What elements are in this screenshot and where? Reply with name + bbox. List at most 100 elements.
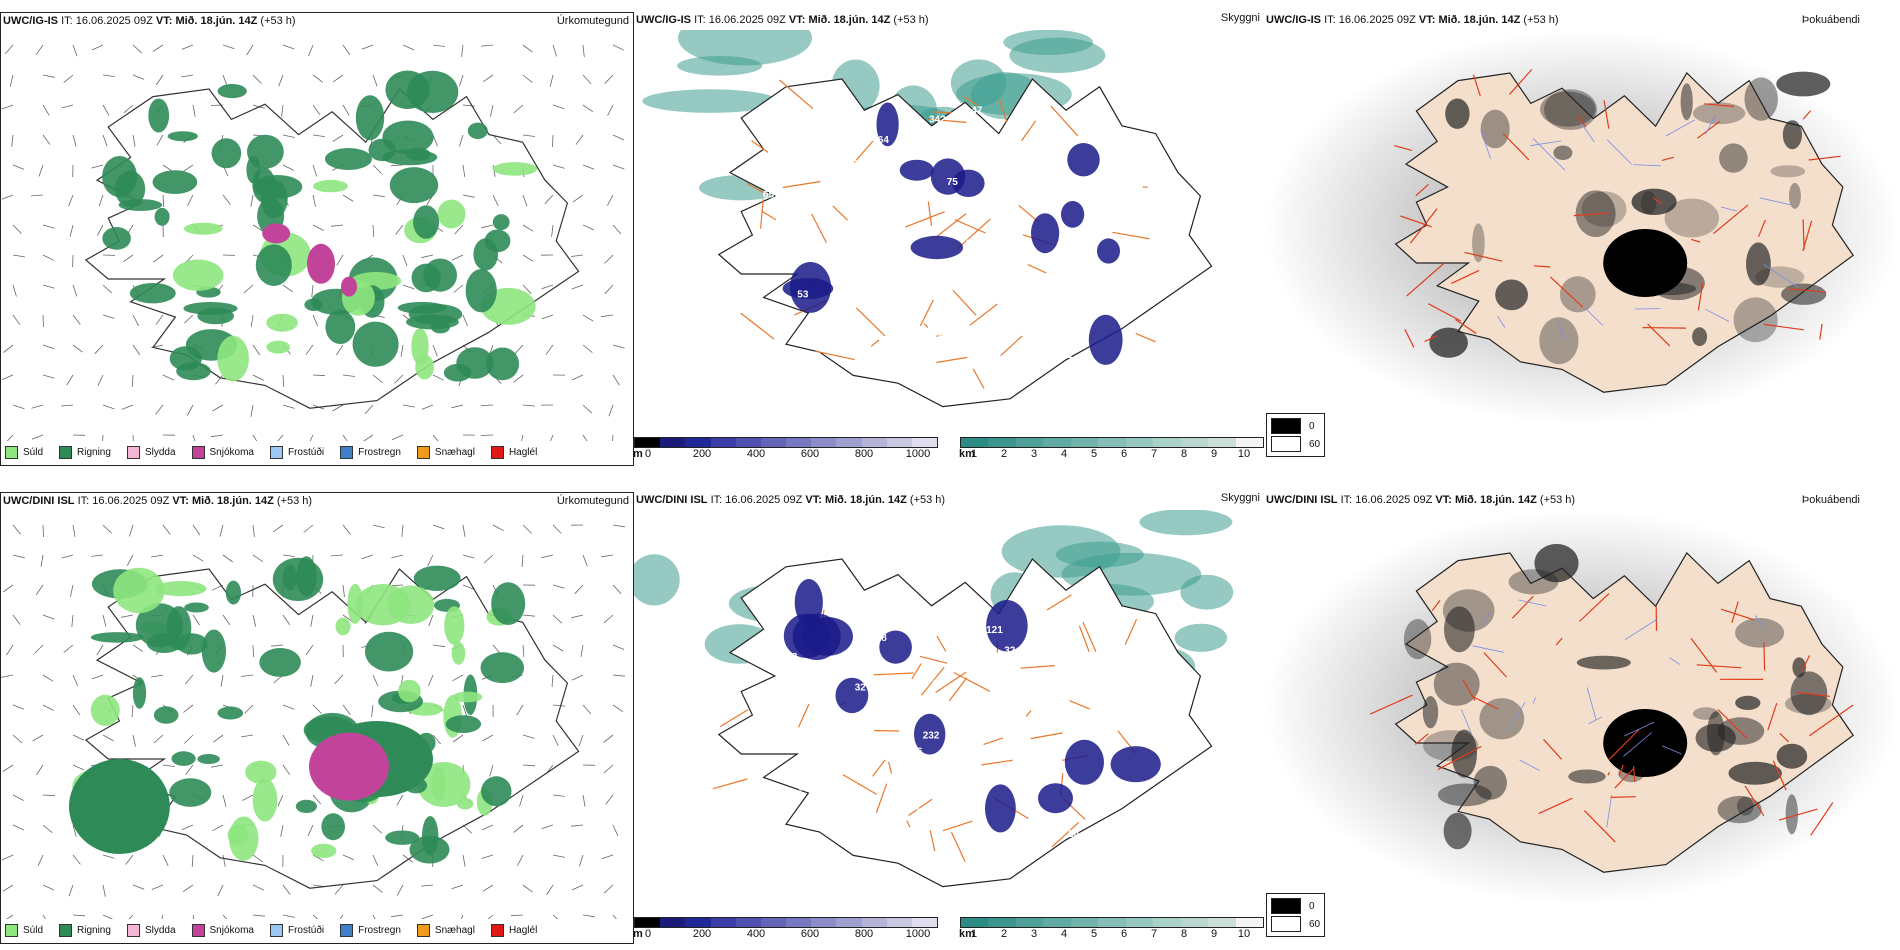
fog-area bbox=[1680, 83, 1693, 121]
precip-panel-bottom: UWC/DINI ISL IT: 16.06.2025 09Z VT: Mið.… bbox=[0, 492, 634, 944]
precip-area bbox=[183, 302, 238, 315]
snow-area bbox=[341, 276, 357, 297]
fog-area bbox=[1735, 618, 1785, 648]
visibility-unit: km bbox=[959, 448, 975, 460]
colorbar-step bbox=[685, 438, 711, 447]
fog-legend-item: 0 bbox=[1271, 417, 1320, 435]
fog-area bbox=[1692, 102, 1746, 125]
coastline bbox=[84, 568, 580, 889]
legend-item: Snjókoma bbox=[191, 924, 254, 937]
precip-area bbox=[266, 340, 291, 354]
colorbar-tick: 200 bbox=[692, 928, 712, 940]
cloud-map-bottom: 90 98 21 32 70 78 54 95 133 68 232 179 84 31 13 45 62 38 3… bbox=[634, 510, 1264, 910]
legend-swatch bbox=[5, 924, 18, 937]
low-cloud-area bbox=[952, 169, 985, 197]
cloud-base-value: 76 bbox=[902, 350, 914, 361]
fog-legend-bottom: 0 60 bbox=[1266, 893, 1326, 937]
colorbar-tick: 0 bbox=[644, 928, 652, 940]
fog-title-bottom: UWC/DINI ISL IT: 16.06.2025 09Z VT: Mið.… bbox=[1266, 494, 1576, 506]
colorbar-tick: 0 bbox=[644, 448, 652, 460]
snow-area bbox=[262, 223, 291, 244]
cloud-base-value: 44 bbox=[889, 365, 901, 376]
legend-swatch bbox=[126, 924, 140, 937]
road-network bbox=[740, 79, 1156, 389]
precip-area bbox=[452, 691, 483, 703]
cloud-panel-bottom: UWC/DINI ISL IT: 16.06.2025 09Z VT: Mið.… bbox=[633, 492, 1264, 943]
cloud-base-value: 32 bbox=[1004, 646, 1016, 657]
fog-area bbox=[1776, 743, 1808, 769]
visibility-colorbar-bottom: km 1 2 3 4 5 6 7 8 9 10 bbox=[959, 917, 1264, 943]
coastline bbox=[1394, 552, 1855, 873]
cloud-base-value: 342 bbox=[929, 115, 946, 126]
cloud-base-value: 70 bbox=[797, 674, 809, 685]
precip-area bbox=[465, 269, 497, 313]
colorbar-step bbox=[1208, 918, 1236, 927]
colorbar-tick: 1000 bbox=[905, 448, 931, 460]
precip-area bbox=[259, 648, 301, 677]
cloud-base-value: 84 bbox=[742, 651, 754, 662]
precip-area bbox=[201, 629, 226, 673]
legend-item: Súld bbox=[5, 924, 43, 937]
low-cloud-area bbox=[835, 677, 869, 714]
colorbar-step bbox=[1153, 918, 1181, 927]
precip-area bbox=[155, 581, 207, 597]
cloud-base-value: 136 bbox=[906, 747, 923, 758]
colorbar-tick: 5 bbox=[1090, 448, 1098, 460]
legend-swatch bbox=[416, 446, 430, 459]
colorbar-tick: 8 bbox=[1180, 928, 1188, 940]
precip-area bbox=[335, 617, 351, 636]
low-cloud-area bbox=[1097, 238, 1120, 264]
precip-area bbox=[255, 244, 292, 286]
precip-area bbox=[311, 843, 337, 859]
precip-area bbox=[184, 222, 223, 235]
precip-area bbox=[152, 170, 198, 195]
fog-area bbox=[1444, 606, 1475, 653]
fog-area bbox=[1792, 657, 1806, 678]
legend-label: Súld bbox=[23, 447, 44, 458]
fog-type-label-bottom: Þokuábendi bbox=[1801, 494, 1860, 506]
fog-area bbox=[1553, 145, 1573, 161]
precip-area bbox=[491, 582, 526, 625]
colorbar-step bbox=[988, 438, 1016, 447]
low-cloud-area bbox=[1064, 739, 1104, 785]
colorbar-tick: 10 bbox=[1237, 928, 1251, 940]
cloud-base-value: 232 bbox=[923, 730, 940, 741]
colorbar-step bbox=[735, 918, 761, 927]
legend-item: Slydda bbox=[126, 446, 176, 459]
fog-area bbox=[1534, 543, 1579, 583]
colorbar-step bbox=[836, 438, 862, 447]
colorbar-step bbox=[1070, 918, 1099, 927]
fog-area bbox=[1664, 198, 1719, 238]
fog-map-bottom bbox=[1264, 510, 1900, 905]
colorbar-step bbox=[660, 438, 686, 447]
low-cloud-area bbox=[1031, 213, 1060, 254]
colorbar-step bbox=[1125, 918, 1154, 927]
cloud-base-value: 30 bbox=[1012, 655, 1024, 666]
cloud-base-value: 32 bbox=[855, 682, 867, 693]
precip-area bbox=[167, 131, 198, 142]
precip-area bbox=[398, 679, 421, 703]
cloud-base-value: 54 bbox=[778, 130, 790, 141]
precip-area bbox=[129, 283, 176, 304]
precip-area bbox=[217, 706, 244, 720]
cloud-base-value: 33 bbox=[1078, 289, 1090, 300]
cloud-map-svg: 90 98 21 32 70 78 54 95 133 68 232 179 84 31 13 45 62 38 3… bbox=[634, 510, 1234, 888]
colorbar-step bbox=[1235, 918, 1263, 927]
cloud-base-value: 34 bbox=[1068, 829, 1080, 840]
colorbar-step bbox=[1098, 918, 1126, 927]
low-cloud-area bbox=[789, 262, 832, 313]
fog-legend-top: 0 60 bbox=[1266, 413, 1326, 457]
low-cloud-area bbox=[1038, 783, 1073, 814]
precip-area bbox=[148, 98, 170, 133]
colorbar-step bbox=[811, 918, 837, 927]
legend-label: Rigning bbox=[77, 925, 111, 936]
fog-area bbox=[1692, 327, 1708, 347]
fog-area bbox=[1576, 655, 1631, 670]
colorbar-step bbox=[961, 438, 989, 447]
colorbar-tick: 7 bbox=[1150, 928, 1158, 940]
fog-area bbox=[1788, 182, 1801, 209]
precip-area bbox=[413, 565, 461, 591]
colorbar-step bbox=[886, 918, 912, 927]
cloud-base-value: 55 bbox=[1093, 299, 1105, 310]
snow-area bbox=[307, 243, 335, 284]
